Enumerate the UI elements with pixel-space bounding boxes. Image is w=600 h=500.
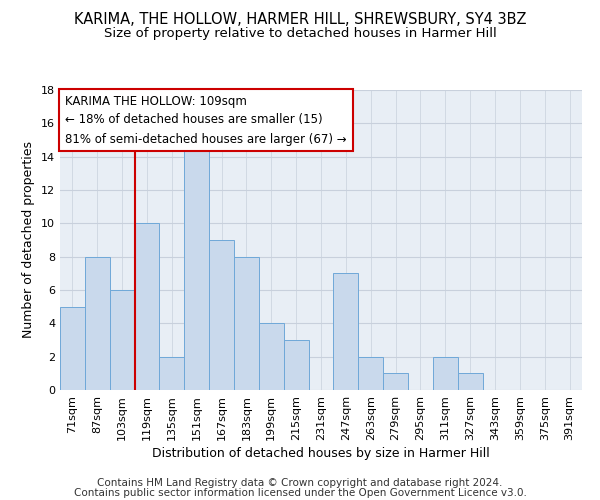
Bar: [110, 290, 134, 390]
Bar: [383, 374, 408, 390]
Bar: [85, 256, 110, 390]
Bar: [458, 374, 482, 390]
Text: Contains public sector information licensed under the Open Government Licence v3: Contains public sector information licen…: [74, 488, 526, 498]
Text: KARIMA THE HOLLOW: 109sqm
← 18% of detached houses are smaller (15)
81% of semi-: KARIMA THE HOLLOW: 109sqm ← 18% of detac…: [65, 94, 347, 146]
X-axis label: Distribution of detached houses by size in Harmer Hill: Distribution of detached houses by size …: [152, 447, 490, 460]
Text: Size of property relative to detached houses in Harmer Hill: Size of property relative to detached ho…: [104, 28, 496, 40]
Text: KARIMA, THE HOLLOW, HARMER HILL, SHREWSBURY, SY4 3BZ: KARIMA, THE HOLLOW, HARMER HILL, SHREWSB…: [74, 12, 526, 28]
Bar: [60, 306, 85, 390]
Bar: [209, 240, 234, 390]
Bar: [358, 356, 383, 390]
Bar: [234, 256, 259, 390]
Y-axis label: Number of detached properties: Number of detached properties: [22, 142, 35, 338]
Bar: [160, 356, 184, 390]
Bar: [433, 356, 458, 390]
Bar: [334, 274, 358, 390]
Text: Contains HM Land Registry data © Crown copyright and database right 2024.: Contains HM Land Registry data © Crown c…: [97, 478, 503, 488]
Bar: [184, 140, 209, 390]
Bar: [259, 324, 284, 390]
Bar: [284, 340, 308, 390]
Bar: [134, 224, 160, 390]
